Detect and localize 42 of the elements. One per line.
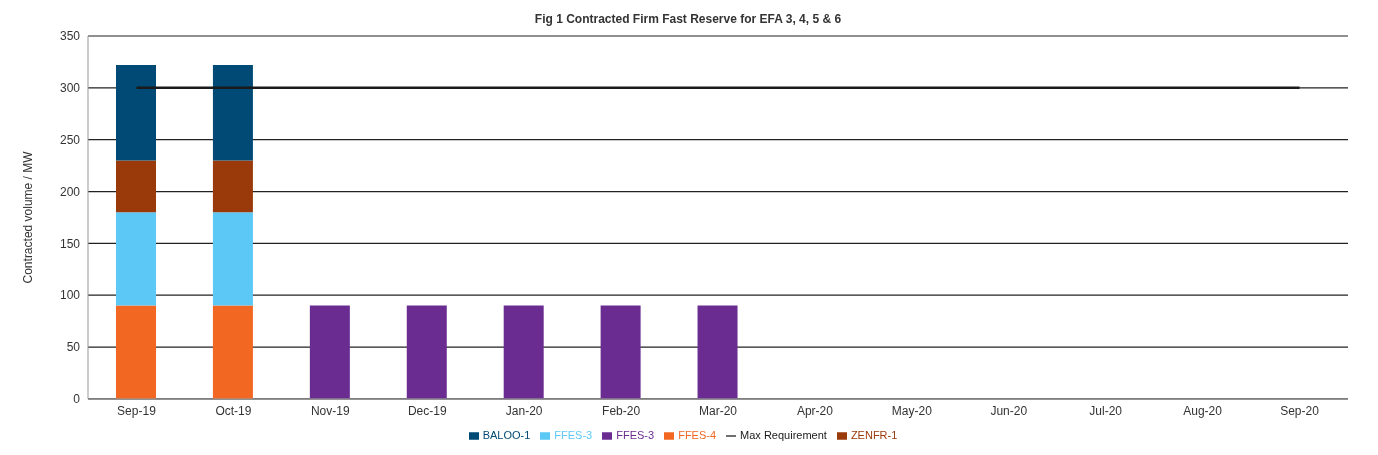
y-tick-label: 200 (59, 184, 81, 199)
y-tick-label: 150 (59, 236, 81, 251)
bar (600, 305, 641, 399)
bar (212, 160, 253, 213)
bar (212, 65, 253, 161)
x-tick-label: Nov-19 (310, 404, 350, 419)
bar (212, 305, 253, 399)
x-tick-label: Apr-20 (796, 404, 834, 419)
legend-label: ZENFR-1 (850, 428, 898, 441)
x-tick-label: Dec-19 (407, 404, 447, 419)
y-axis-title: Contracted volume / MW (21, 150, 36, 284)
bar (406, 305, 447, 399)
bar (503, 305, 544, 399)
y-tick-label: 250 (59, 132, 81, 147)
chart-title: Fig 1 Contracted Firm Fast Reserve for EFA 3, 4, 5 & 6 (533, 11, 843, 26)
x-tick-label: Jun-20 (990, 404, 1028, 419)
bar (212, 212, 253, 306)
legend-label: FFES-3 (554, 428, 593, 441)
x-tick-label: Mar-20 (698, 404, 738, 419)
y-tick-label: 50 (66, 340, 81, 355)
y-tick-label: 300 (59, 81, 81, 96)
x-tick-label: Feb-20 (602, 404, 641, 419)
x-tick-label: Aug-20 (1183, 404, 1223, 419)
x-tick-label: May-20 (891, 404, 933, 419)
x-tick-label: Jul-20 (1089, 404, 1123, 419)
x-tick-label: Oct-19 (215, 404, 252, 419)
legend-label: BALOO-1 (482, 428, 531, 441)
x-tick-label: Sep-20 (1280, 404, 1320, 419)
bar (116, 160, 156, 213)
legend-label: FFES-3 (616, 428, 655, 441)
legend-label: Max Requirement (740, 428, 827, 441)
bar (697, 305, 738, 399)
bar (309, 305, 350, 399)
y-tick-label: 0 (73, 392, 81, 407)
x-tick-label: Jan-20 (505, 404, 543, 419)
y-tick-label: 100 (59, 288, 81, 303)
legend-label: FFES-4 (678, 428, 717, 441)
x-tick-label: Sep-19 (117, 404, 157, 419)
y-tick-label: 350 (59, 29, 81, 44)
bar (116, 65, 156, 161)
bar (116, 212, 156, 306)
bar (116, 305, 156, 399)
